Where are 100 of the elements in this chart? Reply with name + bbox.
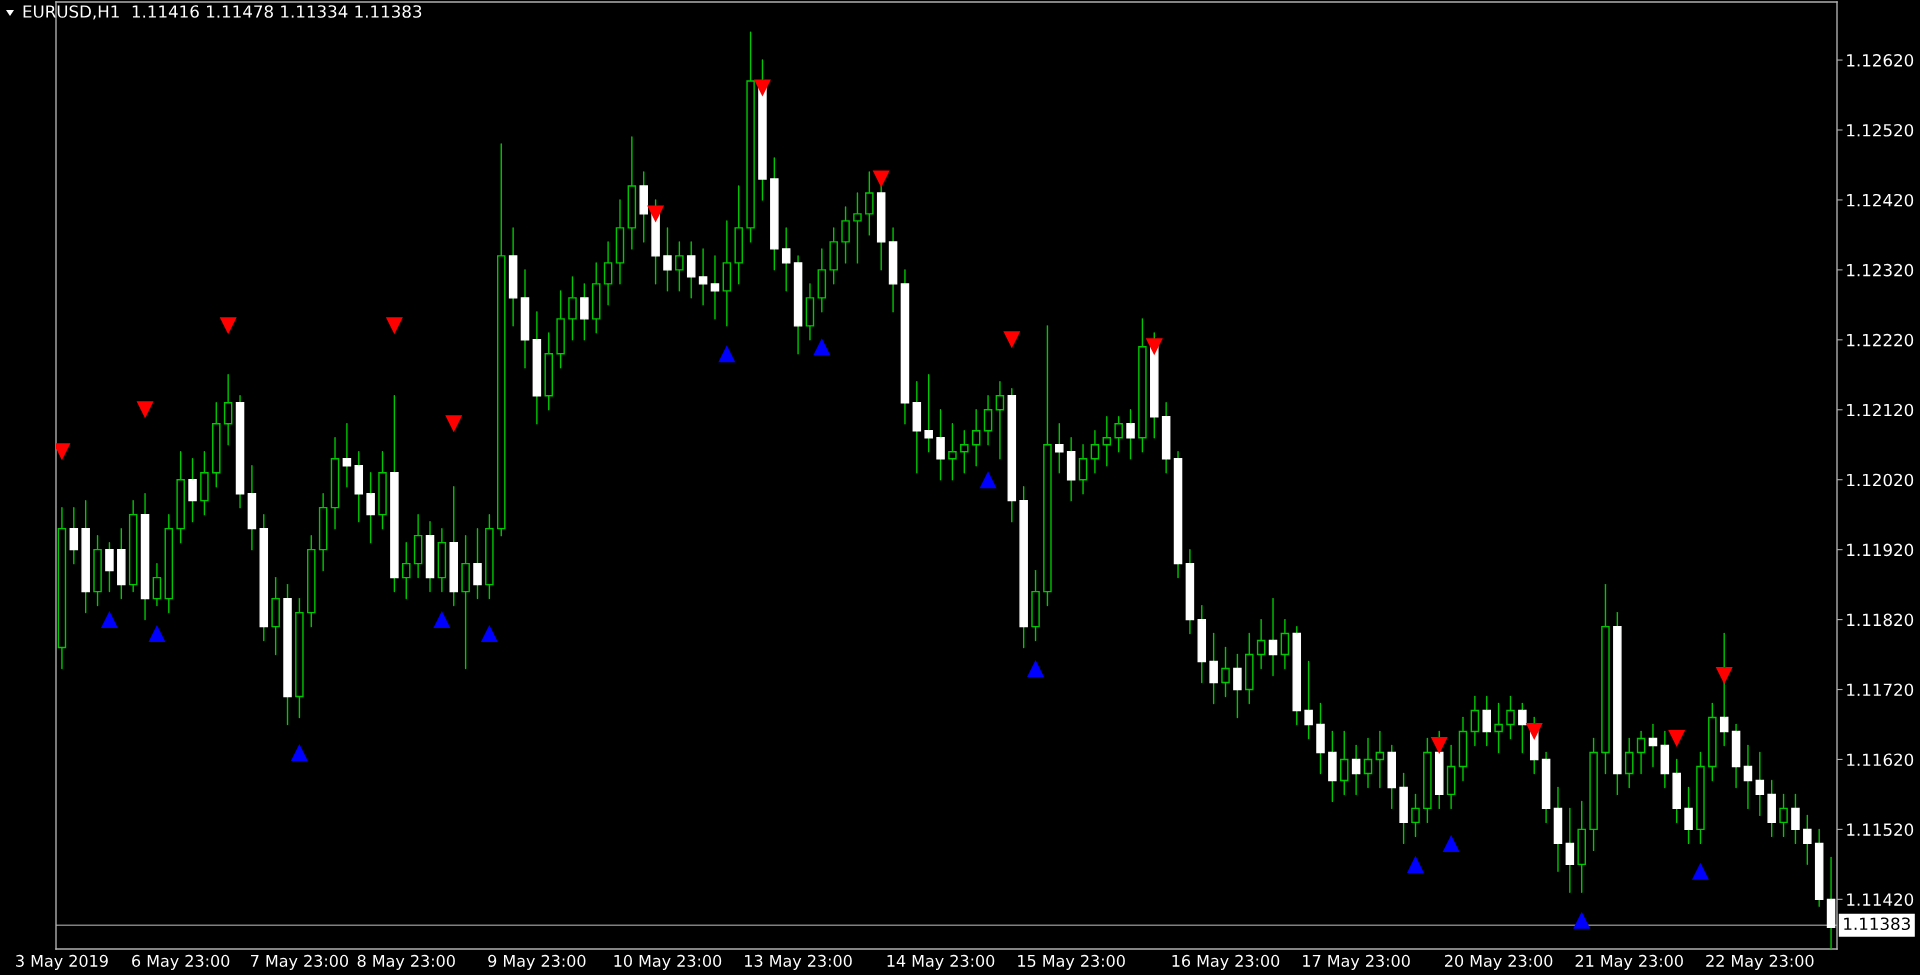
candlestick	[1304, 660, 1313, 740]
point	[813, 338, 831, 356]
candlestick	[1375, 730, 1385, 789]
x-tick-label: 8 May 23:00	[357, 954, 455, 971]
candlestick	[698, 248, 708, 306]
candlestick	[69, 506, 79, 565]
candlestick	[995, 381, 1005, 460]
x-tick-label: 9 May 23:00	[488, 954, 586, 971]
x-tick-label: 13 May 23:00	[745, 954, 852, 971]
point	[753, 79, 771, 97]
candlestick	[1684, 786, 1693, 845]
y-tick-label: 1.12020	[1847, 473, 1914, 487]
point	[1430, 736, 1448, 754]
candlestick	[1755, 751, 1765, 817]
candlestick	[568, 276, 577, 341]
candlestick	[1102, 416, 1112, 467]
candlestick	[1636, 730, 1646, 775]
x-tick-label: 6 May 23:00	[132, 954, 230, 971]
y-tick-label: 1.11520	[1847, 823, 1914, 836]
candlestick	[841, 206, 850, 264]
y-tick-label: 1.12520	[1847, 123, 1914, 137]
x-tick-label: 14 May 23:00	[887, 954, 995, 971]
candlestick	[152, 562, 162, 607]
candlestick	[1055, 423, 1064, 474]
candlestick	[675, 241, 684, 292]
candlestick	[936, 409, 945, 481]
point	[1573, 911, 1591, 929]
candlestick	[1494, 702, 1503, 754]
candlestick	[1506, 695, 1515, 740]
x-tick-label: 22 May 23:00	[1706, 954, 1814, 971]
candlestick	[1411, 793, 1420, 838]
point	[1442, 834, 1460, 852]
point	[1003, 331, 1021, 349]
candlestick	[1803, 814, 1812, 866]
point	[1406, 855, 1425, 873]
candlestick	[1791, 793, 1800, 845]
candlestick	[473, 527, 482, 600]
point	[718, 345, 736, 363]
point	[100, 611, 118, 629]
point	[872, 170, 890, 188]
candlestick	[580, 283, 589, 341]
point	[979, 471, 997, 489]
x-tick-label: 10 May 23:00	[614, 954, 722, 971]
point	[290, 743, 308, 761]
x-tick-label: 20 May 23:00	[1445, 954, 1553, 971]
x-tick-label: 3 May 2019	[16, 954, 108, 971]
candlestick	[366, 472, 375, 544]
candlestick	[1743, 744, 1753, 810]
point	[433, 611, 451, 629]
candlestick	[1126, 409, 1135, 460]
candlestick	[1351, 744, 1361, 796]
point	[1715, 667, 1733, 685]
y-tick-label: 1.12420	[1847, 193, 1914, 207]
point	[1691, 862, 1709, 880]
candlestick	[1470, 695, 1480, 747]
y-tick-label: 1.11920	[1847, 543, 1914, 557]
candlestick	[710, 255, 720, 320]
candlestick	[865, 171, 874, 236]
candlestick	[1363, 737, 1373, 789]
y-tick-label: 1.11420	[1847, 893, 1914, 906]
candlestick	[1114, 416, 1123, 453]
x-tick-label: 15 May 23:00	[1018, 954, 1125, 971]
candlestick	[1221, 646, 1230, 698]
y-tick-label: 1.12620	[1847, 54, 1914, 67]
candlestick	[663, 227, 672, 292]
candlestick	[960, 430, 969, 474]
candlestick	[1280, 618, 1290, 670]
point	[148, 625, 166, 643]
point	[1145, 338, 1163, 356]
candlestick	[1233, 653, 1242, 719]
point	[445, 415, 463, 433]
candlestick	[983, 395, 993, 446]
candlestick	[402, 541, 411, 600]
candlestick	[1518, 702, 1527, 754]
x-tick-label: 16 May 23:00	[1172, 954, 1280, 971]
y-tick-label: 1.11620	[1847, 753, 1914, 767]
candlestick	[924, 374, 933, 453]
candlestick	[342, 423, 352, 488]
point	[1525, 722, 1543, 740]
y-tick-label: 1.12320	[1847, 263, 1914, 277]
candlestick	[105, 541, 114, 593]
candlestick	[853, 192, 862, 264]
candlestick	[948, 423, 957, 481]
chart-title: EURUSD,H1 1.11416 1.11478 1.11334 1.11383	[23, 5, 422, 20]
candlestick	[1482, 695, 1491, 747]
candlestick	[781, 227, 791, 292]
candlestick	[188, 458, 197, 523]
x-tick-label: 17 May 23:00	[1303, 954, 1410, 971]
point	[385, 317, 403, 335]
candlestick	[1268, 597, 1278, 677]
candlestick	[1779, 793, 1788, 838]
y-tick-label: 1.11720	[1847, 683, 1914, 697]
ref-line-label: 1.11383	[1844, 917, 1910, 931]
candlestick	[1624, 737, 1634, 789]
point	[1027, 660, 1045, 678]
point	[647, 205, 665, 223]
point	[136, 401, 154, 419]
point	[219, 317, 237, 335]
candlestick	[1648, 723, 1658, 768]
candlestick	[1565, 807, 1575, 894]
